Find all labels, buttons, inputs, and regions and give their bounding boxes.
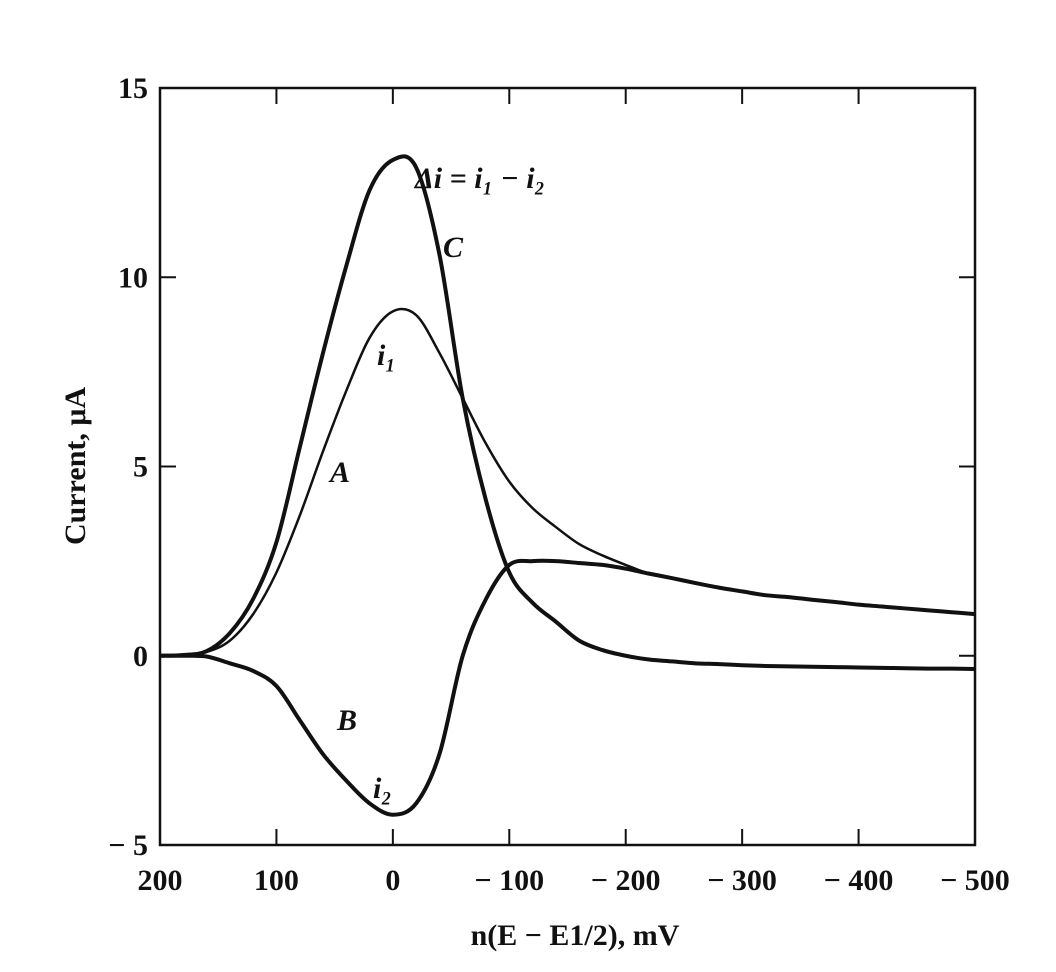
x-tick-label: 200	[138, 864, 183, 897]
annotation: A	[328, 456, 350, 489]
annotation: C	[443, 231, 464, 264]
annotation: Δi = i₁ − i₂	[414, 162, 545, 195]
y-axis-label: Current, μA	[59, 387, 92, 545]
x-tick-label: 0	[385, 864, 400, 897]
x-tick-label: − 400	[824, 864, 894, 897]
series-line	[159, 558, 976, 817]
x-tick-label: 100	[254, 864, 299, 897]
x-tick-label: − 500	[940, 864, 1010, 897]
y-tick-label: 15	[118, 72, 148, 105]
x-tick-label: − 200	[591, 864, 661, 897]
y-tick-label: 0	[133, 640, 148, 673]
x-tick-label: − 100	[474, 864, 544, 897]
series-line	[159, 154, 976, 671]
x-axis-label: n(E − E1/2), mV	[471, 919, 680, 952]
y-tick-label: − 5	[108, 829, 148, 862]
x-tick-label: − 300	[707, 864, 777, 897]
plot-frame	[158, 86, 977, 847]
annotation: B	[336, 704, 357, 737]
annotation: i₂	[373, 772, 392, 805]
y-tick-label: 10	[118, 261, 148, 294]
y-tick-label: 5	[133, 451, 148, 484]
annotation: i₁	[377, 339, 396, 372]
